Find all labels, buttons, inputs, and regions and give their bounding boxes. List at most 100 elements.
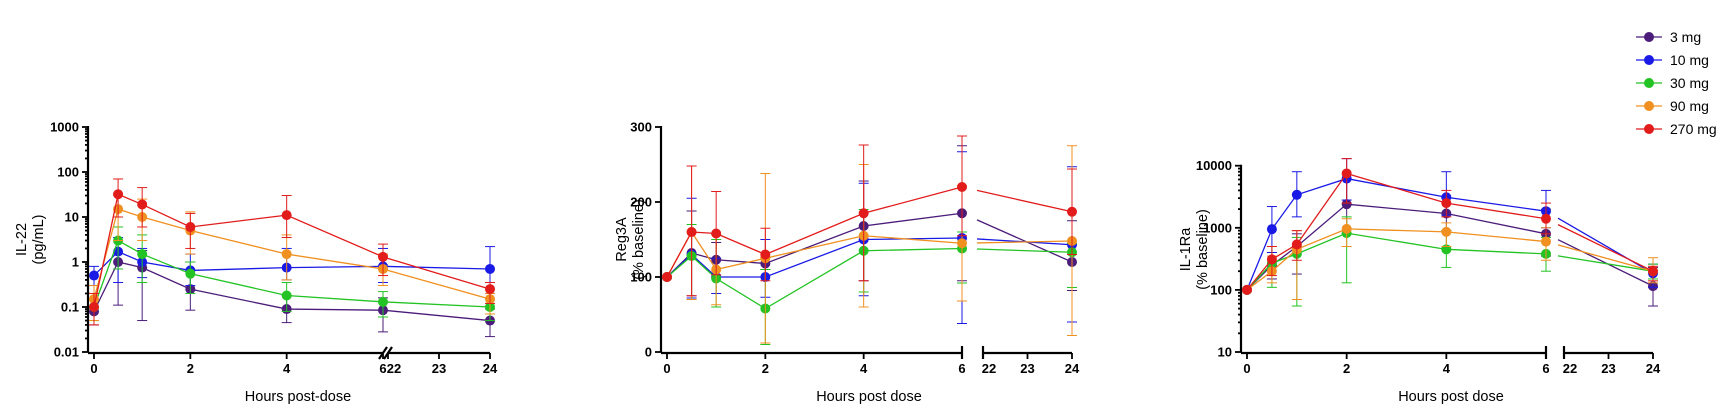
y-axis-title: IL-1Ra(% baseline) [1178, 209, 1211, 290]
y-axis-title-line-1: IL-1Ra [1178, 227, 1194, 271]
series-line-segment-2 [1557, 244, 1654, 272]
data-point [378, 296, 388, 307]
data-point [485, 263, 495, 274]
data-point [281, 249, 292, 260]
series-30mg [89, 226, 495, 322]
series-line-segment-2 [1557, 224, 1654, 272]
legend-item: 270 mg [1636, 121, 1717, 137]
data-point [957, 182, 967, 192]
y-tick-label: 0 [645, 345, 652, 360]
y-tick-label: 10 [65, 210, 79, 225]
series-line-segment-2 [381, 265, 491, 270]
data-point [113, 189, 124, 200]
x-tick-label: 23 [1601, 361, 1615, 376]
data-point [1266, 224, 1277, 235]
series-line-segment-2 [381, 255, 491, 290]
legend-swatch-marker [1644, 55, 1654, 65]
series-line-segment-2 [1557, 217, 1654, 274]
series-line-segment-2 [381, 301, 491, 308]
series-line [1246, 232, 1547, 291]
data-point [858, 208, 869, 219]
series-90mg [89, 195, 495, 322]
legend-item: 90 mg [1636, 98, 1709, 114]
series-line [666, 247, 963, 310]
data-point [662, 272, 672, 282]
x-tick-label: 6 [1542, 361, 1549, 376]
series-line [666, 186, 963, 278]
series-270mg [662, 135, 1077, 297]
series-90mg [1242, 218, 1658, 301]
series-90mg [662, 145, 1077, 344]
legend-label: 3 mg [1670, 29, 1701, 45]
x-tick-label: 4 [1443, 361, 1451, 376]
y-tick-label: 1000 [50, 120, 79, 135]
data-point [1541, 213, 1551, 224]
series-line [93, 193, 384, 308]
legend-swatch-marker [1644, 32, 1654, 42]
y-tick-label: 1000 [1203, 220, 1232, 235]
x-tick-label: 0 [1243, 361, 1250, 376]
x-tick-label: 24 [1065, 361, 1080, 376]
legend-label: 90 mg [1670, 98, 1709, 114]
x-tick-label: 22 [1563, 361, 1577, 376]
data-point [1067, 206, 1077, 217]
data-point [281, 290, 292, 301]
legend-item: 3 mg [1636, 29, 1701, 45]
x-tick-label: 2 [1343, 361, 1350, 376]
data-point [1242, 284, 1252, 295]
data-point [1341, 199, 1352, 210]
data-point [711, 228, 722, 239]
x-tick-label: 23 [1020, 361, 1034, 376]
data-point [1648, 266, 1658, 277]
y-tick-label: 0.01 [54, 345, 79, 360]
legend-swatch-marker [1644, 101, 1654, 111]
data-point [485, 284, 495, 295]
series-270mg [1242, 158, 1658, 295]
series-line-segment-2 [976, 240, 1073, 244]
x-tick-label: 24 [483, 361, 498, 376]
legend-swatch-marker [1644, 78, 1654, 88]
x-tick-label: 6 [958, 361, 965, 376]
legend-label: 10 mg [1670, 52, 1709, 68]
y-axis-title: IL-22(pg/mL) [14, 215, 47, 265]
series-line-segment-2 [976, 248, 1073, 253]
legend-item: 10 mg [1636, 52, 1709, 68]
series-line [93, 208, 384, 300]
y-axis-title-line-2: (% baseline) [1195, 209, 1211, 290]
series-line [93, 250, 384, 277]
data-point [378, 251, 388, 262]
x-tick-label: 4 [860, 361, 868, 376]
series-line-segment-2 [381, 309, 491, 322]
data-point [137, 199, 148, 210]
y-axis-title: Reg3A(% baseline) [614, 199, 647, 280]
series-10mg [89, 237, 495, 294]
data-point [760, 249, 771, 260]
y-axis-title-line-1: IL-22 [14, 223, 30, 256]
series-line [666, 237, 963, 278]
data-point [1291, 189, 1302, 200]
y-axis-title-line-2: (pg/mL) [31, 215, 47, 265]
x-tick-label: 0 [90, 361, 97, 376]
series-line [93, 261, 384, 312]
series-line [93, 239, 384, 308]
series-line-segment-2 [381, 268, 491, 300]
series-line [1246, 228, 1547, 291]
y-tick-label: 1 [72, 255, 79, 270]
series-line-segment-2 [976, 219, 1073, 263]
data-point [957, 238, 967, 249]
x-tick-label: 2 [187, 361, 194, 376]
x-tick-label: 23 [432, 361, 446, 376]
y-axis-title-line-1: Reg3A [614, 217, 630, 262]
data-point [1441, 198, 1452, 209]
series-line-segment-2 [1557, 255, 1654, 272]
data-point [185, 221, 196, 232]
x-axis-title: Hours post-dose [245, 389, 351, 405]
data-point [686, 227, 697, 237]
data-point [281, 210, 292, 221]
y-axis-title-line-2: (% baseline) [631, 199, 647, 280]
series-line [1246, 177, 1547, 291]
data-point [1341, 168, 1352, 179]
legend: 3 mg 10 mg 30 mg 90 mg 270 mg [1636, 29, 1717, 137]
legend-label: 30 mg [1670, 75, 1709, 91]
